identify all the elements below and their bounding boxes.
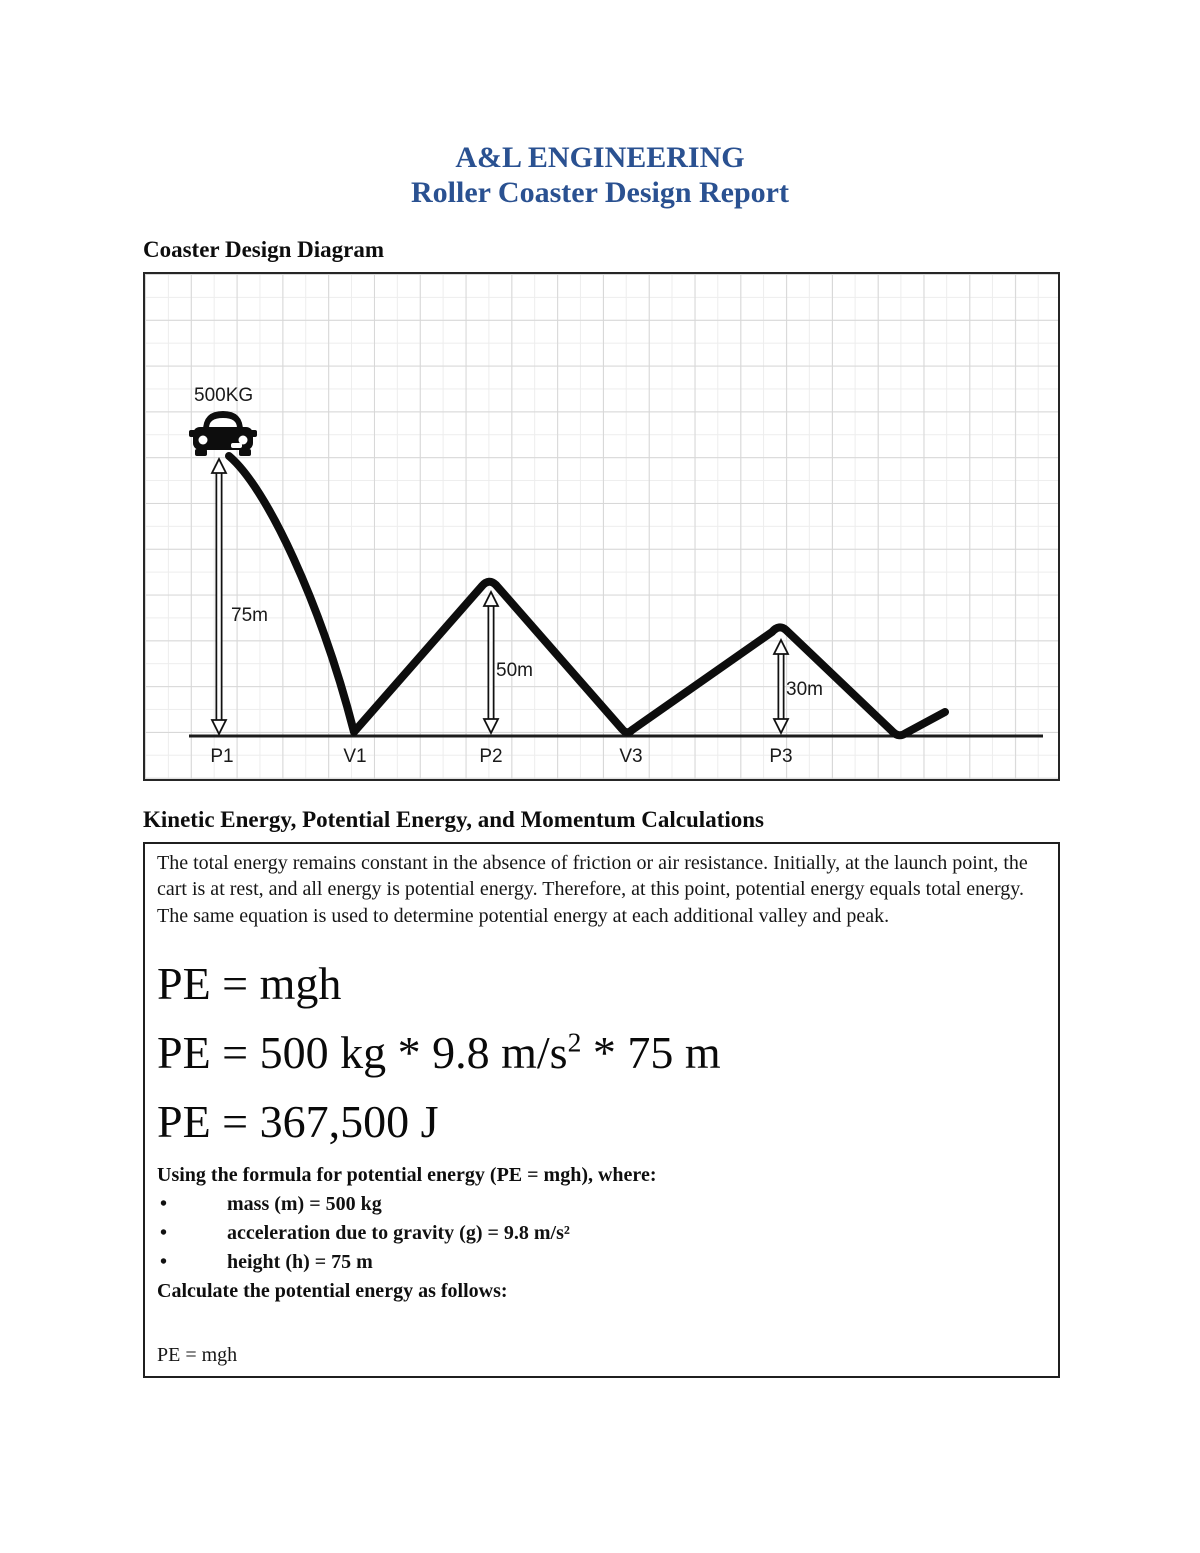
height-arrow-p2: [482, 589, 500, 736]
bullet-icon: •: [160, 1193, 168, 1216]
bullet-text-gravity: acceleration due to gravity (g) = 9.8 m/…: [227, 1222, 570, 1245]
report-body: Coaster Design Diagram: [143, 237, 1060, 1379]
calc-intro-paragraph: The total energy remains constant in the…: [157, 852, 1028, 927]
equation-pe-result: PE = 367,500 J: [157, 1095, 439, 1147]
equation-exponent: 2: [567, 1026, 582, 1058]
equation-pe-mgh: PE = mgh: [157, 958, 342, 1010]
calculations-box: The total energy remains constant in the…: [143, 842, 1060, 1379]
point-label-p3: P3: [769, 746, 792, 767]
cart-icon: [189, 411, 257, 456]
height-label-75m: 75m: [231, 605, 268, 626]
height-label-50m: 50m: [496, 660, 533, 681]
equation-pe-values-pre: PE = 500 kg * 9.8 m/s: [157, 1026, 568, 1078]
bullet-item-height: • height (h) = 75 m: [157, 1248, 1046, 1277]
cart-mass-label: 500KG: [194, 385, 253, 406]
calc-section-heading: Kinetic Energy, Potential Energy, and Mo…: [143, 807, 764, 832]
height-arrow-p3: [772, 637, 790, 736]
point-label-p2: P2: [479, 746, 502, 767]
diagram-section-heading: Coaster Design Diagram: [143, 237, 385, 262]
bullet-icon: •: [160, 1222, 168, 1245]
height-arrow-p1: [210, 456, 228, 737]
final-equation: PE = mgh: [157, 1344, 238, 1367]
equation-pe-values-post: * 75 m: [581, 1026, 721, 1078]
coaster-track: [225, 452, 949, 740]
point-label-v1: V1: [343, 746, 366, 767]
point-label-p1: P1: [210, 746, 233, 767]
bullet-text-mass: mass (m) = 500 kg: [227, 1193, 382, 1216]
point-label-v3: V3: [619, 746, 642, 767]
equation-pe-values: PE = 500 kg * 9.8 m/s2 * 75 m: [157, 1020, 1046, 1087]
bullet-item-gravity: • acceleration due to gravity (g) = 9.8 …: [157, 1219, 1046, 1248]
bullet-text-height: height (h) = 75 m: [227, 1251, 373, 1274]
bullet-item-mass: • mass (m) = 500 kg: [157, 1190, 1046, 1219]
report-title: A&L ENGINEERING Roller Coaster Design Re…: [0, 0, 1200, 210]
calculate-line: Calculate the potential energy as follow…: [157, 1280, 508, 1303]
report-title-line1: A&L ENGINEERING: [455, 141, 745, 174]
report-title-line2: Roller Coaster Design Report: [411, 175, 789, 209]
bullet-icon: •: [160, 1251, 168, 1274]
formula-intro-line: Using the formula for potential energy (…: [157, 1164, 657, 1187]
coaster-diagram-canvas: 500KG 75m 50m 30m P1 V1 P2 V3 P3: [189, 385, 1043, 767]
coaster-design-diagram: 500KG 75m 50m 30m P1 V1 P2 V3 P3: [143, 272, 1060, 781]
height-label-30m: 30m: [786, 679, 823, 700]
